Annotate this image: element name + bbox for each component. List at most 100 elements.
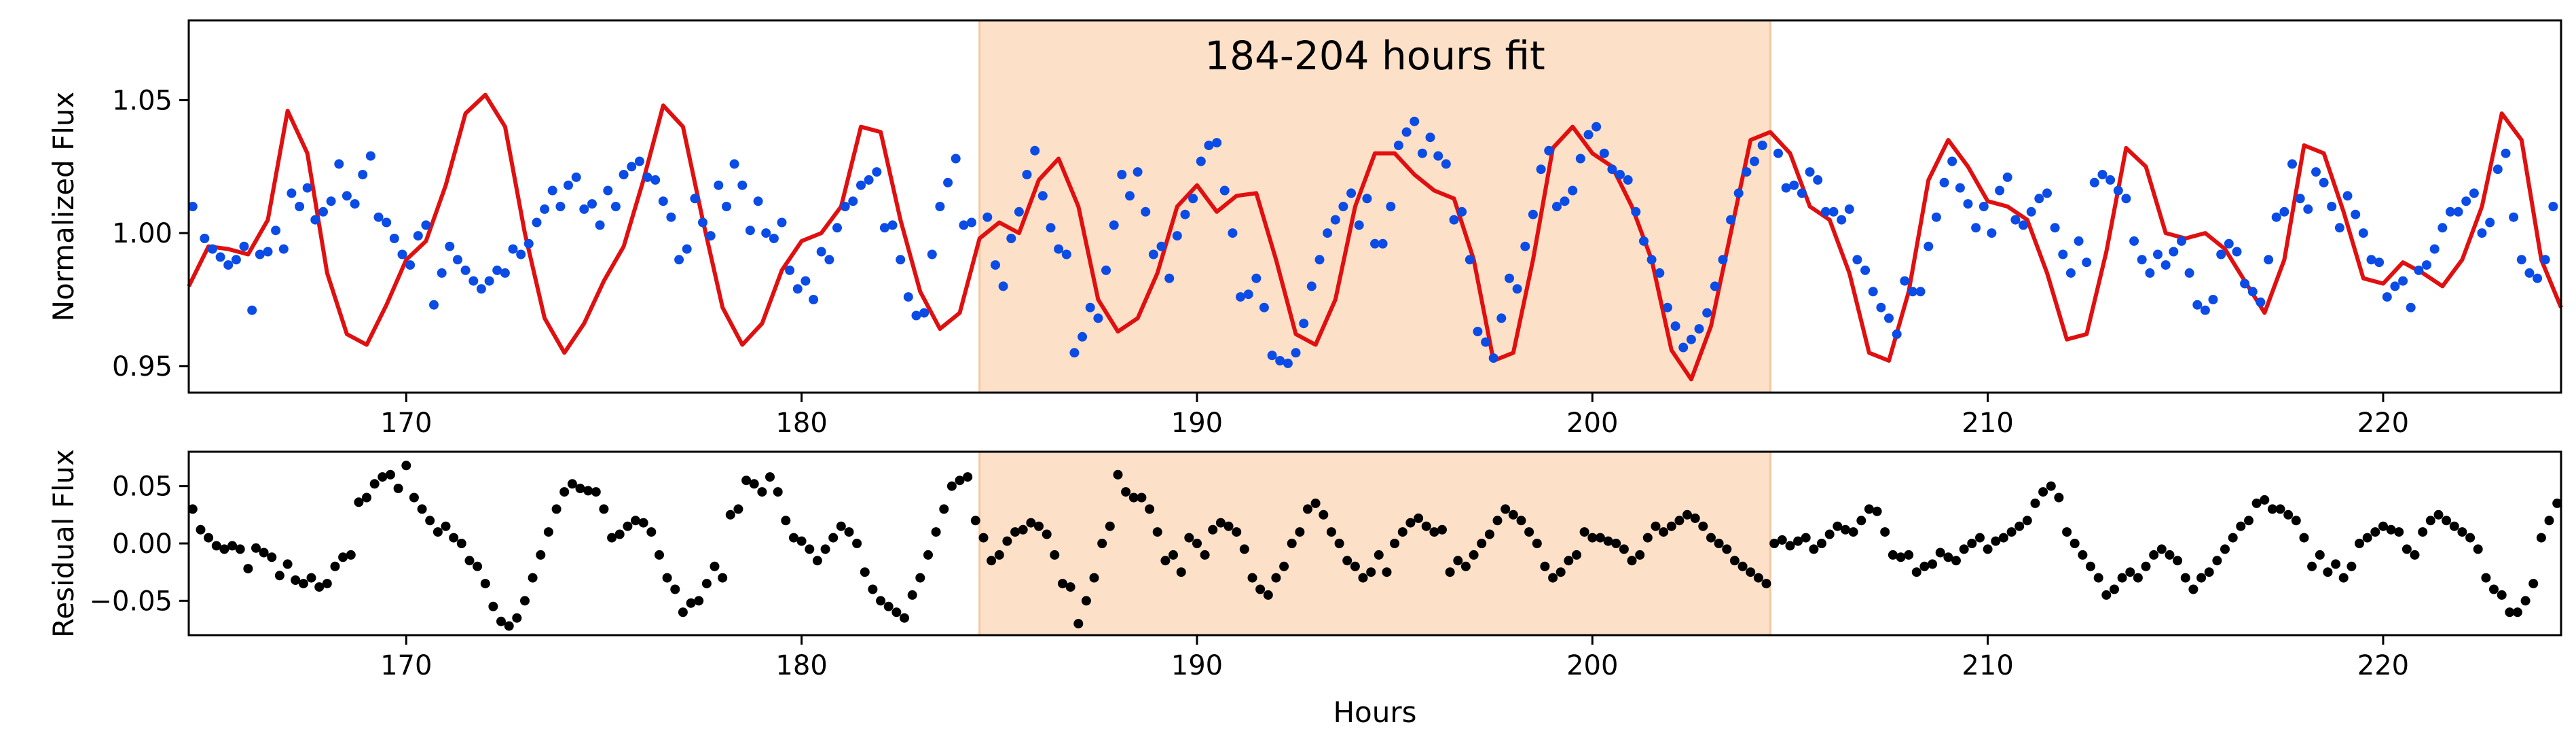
- data-point: [247, 305, 257, 315]
- data-point: [1959, 544, 1969, 554]
- data-point: [1223, 521, 1234, 531]
- data-point: [1686, 334, 1696, 344]
- data-point: [255, 249, 265, 259]
- data-point: [650, 175, 661, 185]
- data-point: [302, 183, 312, 193]
- data-point: [2540, 255, 2550, 265]
- data-point: [2386, 524, 2396, 535]
- data-point: [1393, 141, 1403, 150]
- data-point: [2319, 177, 2329, 187]
- y-tick-label: 0.95: [112, 351, 172, 382]
- data-point: [1101, 265, 1111, 275]
- data-point: [2492, 164, 2503, 175]
- data-point: [1860, 265, 1871, 275]
- data-point: [1314, 255, 1325, 265]
- data-point: [1595, 533, 1605, 543]
- bottom-y-axis-label: Residual Flux: [47, 449, 80, 638]
- data-point: [2295, 194, 2305, 204]
- data-point: [449, 533, 459, 543]
- data-point: [638, 518, 648, 528]
- data-point: [1726, 215, 1736, 225]
- data-point: [559, 487, 570, 497]
- data-point: [1722, 544, 1732, 554]
- data-point: [2382, 292, 2392, 302]
- data-point: [389, 234, 399, 243]
- data-point: [1627, 556, 1637, 566]
- data-point: [725, 509, 735, 520]
- data-point: [2453, 207, 2463, 217]
- data-point: [401, 461, 411, 471]
- data-point: [1437, 524, 1447, 535]
- data-point: [1750, 156, 1759, 166]
- data-point: [2188, 584, 2198, 594]
- data-point: [1983, 544, 1993, 554]
- data-point: [1219, 185, 1230, 196]
- data-point: [433, 527, 443, 537]
- data-point: [1251, 273, 1262, 283]
- data-point: [2418, 527, 2428, 537]
- data-point: [2291, 516, 2301, 526]
- data-point: [935, 202, 945, 211]
- data-point: [397, 249, 407, 259]
- data-point: [1061, 249, 1071, 259]
- data-point: [2512, 607, 2522, 617]
- data-point: [923, 550, 933, 560]
- data-point: [1837, 215, 1847, 225]
- data-point: [1536, 164, 1546, 175]
- data-point: [322, 579, 332, 589]
- bottom-x-ticks: 170 180 190 200 210 220: [380, 635, 2409, 681]
- data-point: [852, 539, 862, 548]
- data-point: [1319, 509, 1329, 520]
- data-point: [733, 504, 743, 514]
- data-point: [564, 180, 573, 190]
- x-tick-label: 220: [2357, 650, 2409, 681]
- data-point: [1872, 506, 1882, 516]
- data-point: [1642, 533, 1653, 543]
- data-point: [354, 497, 364, 507]
- data-point: [239, 241, 249, 251]
- data-point: [1919, 561, 1930, 571]
- data-point: [919, 308, 930, 318]
- data-point: [2394, 527, 2404, 537]
- data-point: [2520, 596, 2531, 606]
- fit-window-shade: [978, 450, 1771, 637]
- data-point: [1935, 548, 1945, 558]
- data-point: [271, 226, 281, 236]
- fit-window-label: 184-204 hours fit: [1204, 33, 1545, 79]
- data-point: [1350, 561, 1360, 571]
- x-tick-label: 170: [380, 408, 432, 439]
- data-point: [1058, 579, 1067, 589]
- data-point: [655, 550, 664, 560]
- data-point: [1113, 469, 1123, 480]
- x-tick-label: 170: [380, 650, 432, 681]
- data-point: [1813, 175, 1823, 185]
- data-point: [2074, 236, 2084, 246]
- data-point: [812, 556, 822, 566]
- data-point: [1133, 167, 1143, 177]
- data-point: [1583, 130, 1594, 140]
- data-point: [1587, 533, 1598, 543]
- data-point: [848, 196, 858, 207]
- bottom-y-ticks: 0.05 0.00 −0.05: [89, 471, 189, 617]
- data-point: [2445, 207, 2455, 217]
- data-point: [1698, 521, 1708, 531]
- y-tick-label: −0.05: [89, 586, 172, 617]
- data-point: [378, 472, 388, 482]
- data-point: [338, 552, 348, 562]
- data-point: [1196, 156, 1206, 166]
- data-point: [2256, 297, 2266, 307]
- data-point: [1346, 188, 1357, 198]
- data-point: [1366, 567, 1376, 577]
- data-point: [631, 516, 640, 526]
- data-point: [295, 202, 305, 211]
- data-point: [2362, 533, 2372, 543]
- data-point: [1433, 151, 1443, 161]
- data-point: [2097, 170, 2108, 179]
- data-point: [860, 567, 870, 577]
- data-point: [1868, 287, 1878, 297]
- data-point: [1378, 238, 1388, 249]
- model-fit-line: [187, 92, 2563, 382]
- data-point: [753, 196, 763, 207]
- data-point: [456, 539, 466, 548]
- data-point: [1141, 207, 1151, 217]
